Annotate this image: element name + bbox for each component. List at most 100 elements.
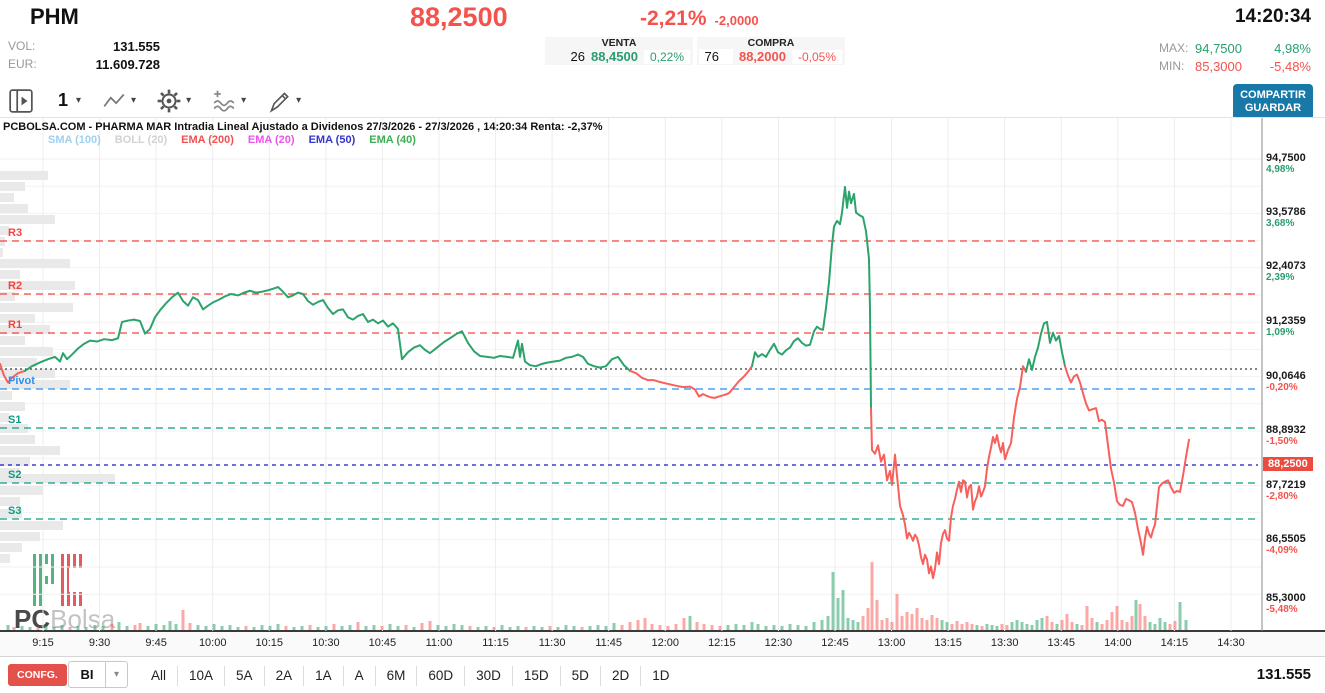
volume-bar bbox=[990, 625, 994, 630]
volume-bar bbox=[532, 626, 536, 630]
volume-bar bbox=[110, 624, 114, 630]
period-button-all[interactable]: All bbox=[151, 667, 167, 683]
volume-bar bbox=[1060, 620, 1064, 630]
volume-bar bbox=[36, 628, 40, 630]
price-line bbox=[1064, 365, 1190, 556]
legend-item[interactable]: EMA (200) bbox=[181, 134, 234, 146]
volume-bar bbox=[1105, 620, 1109, 630]
volume-profile-bar bbox=[0, 446, 60, 455]
volume-profile-bar bbox=[0, 259, 70, 268]
volume-bar bbox=[1030, 625, 1034, 630]
volume-bar bbox=[572, 626, 576, 630]
price-chart-canvas[interactable] bbox=[0, 118, 1325, 631]
volume-bar bbox=[93, 625, 97, 630]
volume-bar bbox=[756, 624, 760, 630]
volume-bar bbox=[500, 625, 504, 630]
settings-menu[interactable]: ▾ bbox=[156, 88, 191, 114]
volume-bar bbox=[516, 626, 520, 630]
period-button-1a[interactable]: 1A bbox=[303, 665, 343, 686]
volume-bar bbox=[580, 627, 584, 630]
volume-bar bbox=[628, 622, 632, 630]
legend-item[interactable]: EMA (20) bbox=[247, 134, 295, 146]
time-tick-label: 12:15 bbox=[708, 637, 736, 649]
line-chart-icon bbox=[101, 88, 127, 114]
max-value: 94,7500 bbox=[1195, 40, 1242, 56]
volume-bar bbox=[702, 624, 706, 630]
time-axis: 9:15 9:30 9:45 10:00 10:15 10:30 10:45 11:00 11:… bbox=[0, 630, 1325, 656]
chart-type-selector[interactable]: ▾ bbox=[101, 88, 136, 114]
volume-bar bbox=[970, 624, 974, 630]
volume-bar bbox=[364, 626, 368, 630]
period-button-10a[interactable]: 10A bbox=[177, 665, 224, 686]
period-button-30d[interactable]: 30D bbox=[464, 665, 512, 686]
legend-item[interactable]: EMA (50) bbox=[308, 134, 356, 146]
panel-toggle-button[interactable] bbox=[8, 88, 34, 114]
volume-bar bbox=[540, 627, 544, 630]
period-button-2a[interactable]: 2A bbox=[263, 665, 304, 686]
legend-item[interactable]: SMA (100) bbox=[48, 134, 101, 146]
interval-selector[interactable]: 1 ▾ bbox=[54, 90, 81, 111]
add-indicator-icon bbox=[211, 88, 237, 114]
volume-bar bbox=[895, 594, 899, 630]
volume-bar bbox=[695, 622, 699, 630]
time-tick-label: 14:00 bbox=[1104, 637, 1132, 649]
volume-bar bbox=[168, 621, 172, 630]
volume-bar bbox=[588, 626, 592, 630]
volume-bar bbox=[324, 626, 328, 630]
volume-bar bbox=[1184, 620, 1188, 630]
legend-item[interactable]: BOLL (20) bbox=[114, 134, 168, 146]
volume-profile-bar bbox=[0, 521, 63, 530]
volume-bar bbox=[1000, 624, 1004, 630]
volume-bar bbox=[236, 627, 240, 630]
share-save-button[interactable]: COMPARTIR GUARDAR bbox=[1233, 84, 1313, 120]
ask-quote-box: VENTA 26 88,4500 0,22% bbox=[545, 37, 693, 65]
volume-bar bbox=[940, 620, 944, 630]
vol-row: VOL: 131.555 bbox=[8, 37, 160, 55]
volume-profile-bar bbox=[0, 468, 20, 477]
period-button-a[interactable]: A bbox=[342, 665, 375, 686]
chart-toolbar: 1 ▾ ▾ bbox=[8, 84, 315, 117]
period-button-1d[interactable]: 1D bbox=[640, 665, 680, 686]
volume-profile-bar bbox=[0, 554, 10, 563]
y-axis-label: 94,7500 4,98% bbox=[1266, 152, 1306, 176]
config-button[interactable]: CONFG. bbox=[8, 664, 67, 686]
volume-bar bbox=[556, 627, 560, 630]
mode-select[interactable]: BI ▾ bbox=[68, 661, 128, 688]
price-change: -2,21% -2,0000 bbox=[640, 7, 759, 31]
time-tick-label: 10:30 bbox=[312, 637, 340, 649]
volume-bar bbox=[780, 626, 784, 630]
volume-bar bbox=[831, 572, 835, 630]
min-percent: -5,48% bbox=[1269, 58, 1311, 74]
chart-area[interactable]: PCBOLSA.COM - PHARMA MAR Intradia Lineal… bbox=[0, 117, 1325, 634]
price-line bbox=[24, 286, 631, 372]
time-tick-label: 11:15 bbox=[482, 637, 509, 649]
ask-percent: 0,22% bbox=[643, 49, 690, 64]
chevron-down-icon: ▾ bbox=[296, 95, 302, 106]
price-line bbox=[870, 365, 1027, 580]
pivot-label-R2: R2 bbox=[8, 280, 23, 292]
legend-item[interactable]: EMA (40) bbox=[369, 134, 416, 146]
volume-bar bbox=[1168, 624, 1172, 630]
volume-bar bbox=[955, 621, 959, 630]
add-indicator-menu[interactable]: ▾ bbox=[211, 88, 246, 114]
period-button-6m[interactable]: 6M bbox=[374, 665, 417, 686]
drawing-tools-menu[interactable]: ▾ bbox=[266, 88, 301, 114]
volume-profile-bar bbox=[0, 402, 25, 411]
volume-bar bbox=[925, 620, 929, 630]
volume-profile-bar bbox=[0, 457, 30, 466]
min-value: 85,3000 bbox=[1195, 58, 1242, 74]
volume-bar bbox=[204, 626, 208, 630]
period-button-2d[interactable]: 2D bbox=[599, 665, 640, 686]
side-panel-icon bbox=[8, 88, 34, 114]
time-tick-label: 11:00 bbox=[425, 637, 453, 649]
volume-bar bbox=[620, 625, 624, 630]
period-button-5d[interactable]: 5D bbox=[559, 665, 600, 686]
time-tick-label: 10:45 bbox=[368, 637, 397, 649]
period-button-60d[interactable]: 60D bbox=[416, 665, 464, 686]
volume-bar bbox=[1055, 624, 1059, 630]
max-row: MAX: 94,7500 4,98% bbox=[1159, 39, 1311, 57]
period-button-15d[interactable]: 15D bbox=[511, 665, 560, 686]
period-button-5a[interactable]: 5A bbox=[224, 665, 264, 686]
volume-bar bbox=[420, 623, 424, 630]
